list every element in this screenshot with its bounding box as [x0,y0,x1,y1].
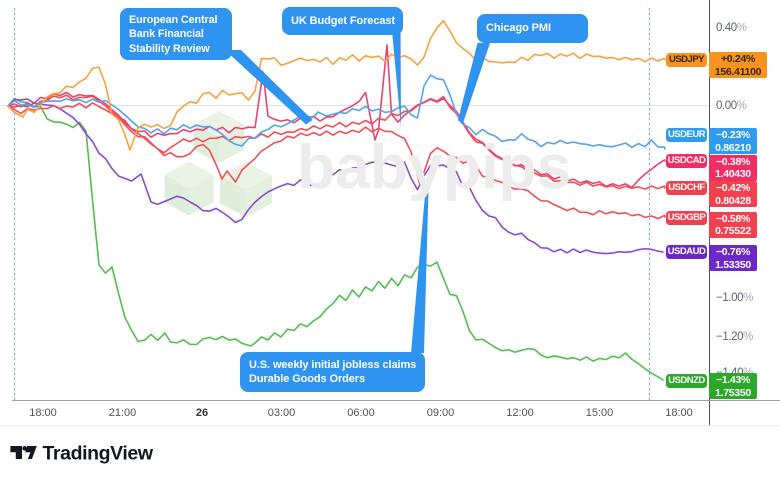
svg-text:TradingView: TradingView [43,443,154,465]
